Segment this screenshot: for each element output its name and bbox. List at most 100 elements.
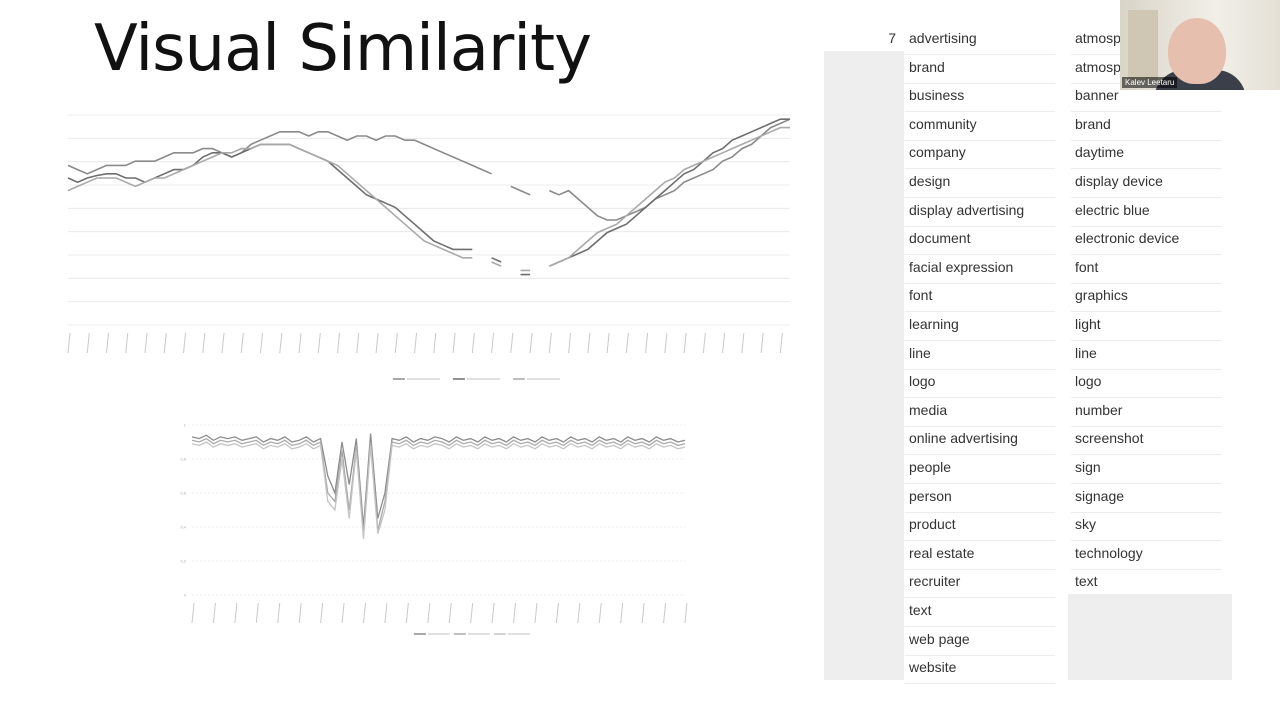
row-divider — [905, 397, 1055, 399]
left-cell: text — [909, 602, 932, 618]
x-tick-label — [191, 602, 195, 624]
row-divider — [905, 540, 1055, 542]
x-tick-label — [298, 332, 302, 354]
row-number-column — [824, 51, 904, 680]
x-tick-label — [702, 332, 706, 354]
row-divider — [1071, 282, 1221, 284]
right-cell: screenshot — [1075, 430, 1144, 447]
right-cell: atmosp — [1075, 30, 1121, 46]
x-tick-label — [320, 602, 324, 624]
x-tick-label — [568, 332, 572, 354]
x-tick-label — [779, 332, 783, 354]
left-cell: online advertising — [909, 430, 1018, 447]
left-cell: logo — [909, 373, 936, 390]
x-tick-label — [125, 332, 129, 354]
row-divider — [905, 654, 1055, 656]
right-cell: technology — [1075, 544, 1143, 561]
left-cell: line — [909, 344, 931, 361]
row-number: 7 — [888, 30, 896, 46]
right-cell: graphics — [1075, 287, 1128, 304]
row-divider — [905, 483, 1055, 484]
x-tick-label — [356, 332, 360, 354]
row-divider — [905, 425, 1055, 427]
x-tick-label — [234, 602, 238, 624]
x-tick-label — [548, 332, 552, 354]
row-divider — [905, 454, 1055, 456]
left-cell: document — [909, 230, 971, 247]
x-tick-label — [337, 332, 341, 354]
left-cell: display advertising — [909, 201, 1025, 218]
x-tick-label — [414, 332, 418, 354]
x-tick-label — [427, 602, 431, 624]
x-tick-label — [577, 602, 581, 624]
slide-title: Visual Similarity — [94, 12, 592, 86]
row-divider — [1071, 540, 1221, 542]
x-tick-label — [317, 332, 321, 354]
row-divider — [1071, 568, 1221, 570]
similarity-chart-top — [40, 105, 800, 385]
row-divider — [1071, 111, 1221, 113]
row-divider — [905, 568, 1055, 570]
row-divider — [1071, 340, 1221, 341]
left-cell: font — [909, 287, 933, 304]
right-cell: logo — [1075, 373, 1102, 390]
x-tick-label — [606, 332, 610, 354]
x-tick-label — [163, 332, 167, 354]
left-cell: real estate — [909, 544, 975, 561]
row-divider — [905, 368, 1055, 370]
x-tick-label — [279, 332, 283, 354]
row-divider — [1071, 397, 1221, 399]
row-divider — [1071, 254, 1221, 256]
left-cell: website — [909, 659, 957, 676]
x-tick-label — [510, 332, 514, 354]
row-divider — [905, 511, 1055, 513]
x-tick-label — [362, 602, 366, 624]
y-tick-label: 0,8 — [180, 457, 186, 462]
x-tick-label — [620, 602, 624, 624]
x-tick-label — [529, 332, 533, 354]
row-divider — [905, 597, 1055, 599]
row-divider — [1071, 483, 1221, 484]
x-tick-label — [534, 602, 538, 624]
x-tick-label — [555, 602, 559, 624]
x-tick-label — [741, 332, 745, 354]
row-divider — [905, 254, 1055, 256]
series-line-3 — [67, 126, 790, 272]
x-tick-label — [625, 332, 629, 354]
right-cell: brand — [1075, 115, 1111, 132]
row-divider — [1071, 368, 1221, 370]
x-tick-label — [106, 332, 110, 354]
right-cell: line — [1075, 344, 1097, 361]
x-tick-label — [144, 332, 148, 354]
x-tick-label — [760, 332, 764, 354]
x-tick-label — [212, 602, 216, 624]
left-cell: company — [909, 144, 966, 161]
x-tick-label — [663, 602, 667, 624]
x-tick-label — [452, 332, 456, 354]
x-tick-label — [375, 332, 379, 354]
row-divider — [1071, 139, 1221, 141]
x-tick-label — [67, 332, 71, 354]
right-cell: light — [1075, 316, 1101, 332]
right-cell: atmosp — [1075, 58, 1121, 75]
row-divider — [905, 168, 1055, 170]
x-tick-label — [598, 602, 602, 624]
similarity-chart-bottom-svg: 0 0,2 0,4 0,6 0,8 1 — [180, 423, 688, 635]
row-divider — [1071, 511, 1221, 513]
left-cell: people — [909, 459, 952, 475]
x-tick-label — [491, 602, 495, 624]
y-tick-label: 0 — [184, 593, 187, 598]
right-cell: electronic device — [1075, 230, 1180, 247]
y-tick-label: 0,4 — [180, 525, 186, 530]
right-cell: electric blue — [1075, 201, 1150, 218]
webcam-person-head — [1168, 18, 1226, 84]
left-cell: web page — [909, 630, 970, 647]
left-cell: product — [909, 516, 956, 533]
right-cell: banner — [1075, 87, 1119, 104]
right-cell: sky — [1075, 516, 1096, 533]
x-tick-label — [664, 332, 668, 354]
row-divider — [1071, 425, 1221, 427]
row-divider — [1071, 597, 1221, 599]
x-tick-label — [394, 332, 398, 354]
row-divider — [905, 197, 1055, 198]
